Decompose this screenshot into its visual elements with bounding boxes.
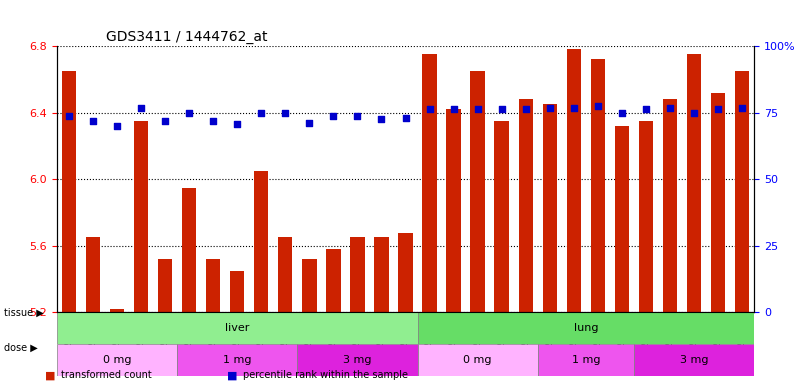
Text: lung: lung bbox=[573, 323, 599, 333]
Bar bbox=[518, 99, 533, 313]
Bar bbox=[567, 50, 581, 313]
FancyBboxPatch shape bbox=[418, 313, 754, 344]
Point bbox=[568, 104, 581, 111]
Point bbox=[303, 119, 315, 126]
FancyBboxPatch shape bbox=[57, 344, 177, 376]
Bar bbox=[158, 259, 172, 313]
Text: 1 mg: 1 mg bbox=[572, 355, 600, 365]
Bar bbox=[495, 121, 509, 313]
Bar bbox=[302, 259, 316, 313]
Point bbox=[279, 109, 292, 116]
Bar bbox=[350, 237, 365, 313]
Point bbox=[447, 106, 460, 113]
Point bbox=[519, 106, 532, 113]
Point bbox=[496, 106, 508, 113]
Point bbox=[230, 121, 243, 127]
FancyBboxPatch shape bbox=[634, 344, 754, 376]
Text: 3 mg: 3 mg bbox=[343, 355, 371, 365]
Bar bbox=[423, 55, 437, 313]
Text: liver: liver bbox=[225, 323, 249, 333]
Point bbox=[543, 104, 556, 111]
Bar bbox=[663, 99, 677, 313]
Text: ■: ■ bbox=[227, 370, 238, 380]
FancyBboxPatch shape bbox=[298, 344, 418, 376]
Bar bbox=[687, 55, 702, 313]
FancyBboxPatch shape bbox=[57, 313, 418, 344]
Point bbox=[591, 103, 604, 109]
Point bbox=[471, 106, 484, 113]
Text: tissue ▶: tissue ▶ bbox=[4, 308, 44, 318]
Point bbox=[110, 123, 123, 129]
Point bbox=[712, 106, 725, 113]
Bar bbox=[735, 71, 749, 313]
Point bbox=[62, 113, 75, 119]
Bar bbox=[470, 71, 485, 313]
Text: dose ▶: dose ▶ bbox=[4, 343, 38, 353]
Point bbox=[327, 113, 340, 119]
Bar bbox=[446, 109, 461, 313]
Point bbox=[351, 113, 364, 119]
Point bbox=[399, 114, 412, 121]
Bar bbox=[615, 126, 629, 313]
Point bbox=[640, 106, 653, 113]
Bar bbox=[182, 187, 196, 313]
Point bbox=[182, 109, 195, 116]
Bar bbox=[543, 104, 557, 313]
Bar bbox=[590, 60, 605, 313]
Point bbox=[663, 104, 676, 111]
Bar bbox=[326, 249, 341, 313]
Point bbox=[255, 109, 268, 116]
Text: 3 mg: 3 mg bbox=[680, 355, 708, 365]
Point bbox=[736, 104, 749, 111]
Bar bbox=[134, 121, 148, 313]
Point bbox=[375, 116, 388, 122]
Bar bbox=[374, 237, 388, 313]
FancyBboxPatch shape bbox=[538, 344, 634, 376]
Text: 0 mg: 0 mg bbox=[103, 355, 131, 365]
Point bbox=[423, 106, 436, 113]
Text: ■: ■ bbox=[45, 370, 55, 380]
Text: 0 mg: 0 mg bbox=[463, 355, 492, 365]
Bar bbox=[86, 237, 100, 313]
Point bbox=[207, 118, 220, 124]
Text: percentile rank within the sample: percentile rank within the sample bbox=[243, 370, 408, 380]
Bar bbox=[639, 121, 653, 313]
Bar bbox=[711, 93, 725, 313]
Bar bbox=[109, 309, 124, 313]
Bar bbox=[398, 232, 413, 313]
Text: 1 mg: 1 mg bbox=[223, 355, 251, 365]
FancyBboxPatch shape bbox=[177, 344, 298, 376]
Point bbox=[158, 118, 171, 124]
Point bbox=[135, 104, 148, 111]
Point bbox=[688, 109, 701, 116]
Point bbox=[616, 109, 629, 116]
Point bbox=[86, 118, 99, 124]
Text: transformed count: transformed count bbox=[61, 370, 152, 380]
FancyBboxPatch shape bbox=[418, 344, 538, 376]
Bar bbox=[230, 271, 244, 313]
Text: GDS3411 / 1444762_at: GDS3411 / 1444762_at bbox=[105, 30, 267, 44]
Bar bbox=[278, 237, 293, 313]
Bar bbox=[62, 71, 76, 313]
Bar bbox=[206, 259, 221, 313]
Bar bbox=[254, 171, 268, 313]
